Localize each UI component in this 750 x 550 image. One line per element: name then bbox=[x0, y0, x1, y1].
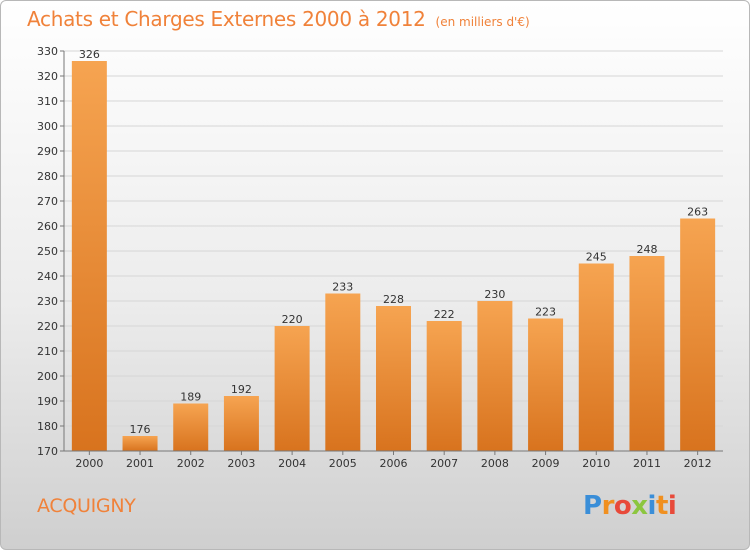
data-label: 326 bbox=[79, 48, 100, 61]
bar bbox=[122, 436, 158, 451]
logo-letter: o bbox=[613, 491, 632, 521]
logo-letter: i bbox=[667, 491, 677, 521]
x-tick-label: 2003 bbox=[227, 457, 255, 470]
bar bbox=[528, 318, 564, 451]
x-tick-label: 2012 bbox=[684, 457, 712, 470]
x-tick-label: 2006 bbox=[380, 457, 408, 470]
bar bbox=[680, 218, 716, 451]
bars bbox=[71, 61, 716, 451]
bar bbox=[173, 403, 209, 451]
chart-title-text: Achats et Charges Externes 2000 à 2012 bbox=[27, 7, 426, 31]
bar bbox=[71, 61, 107, 451]
y-tick-label: 230 bbox=[37, 295, 58, 308]
y-tick-label: 240 bbox=[37, 270, 58, 283]
x-tick-label: 2004 bbox=[278, 457, 306, 470]
data-label: 222 bbox=[434, 308, 455, 321]
data-label: 176 bbox=[130, 423, 151, 436]
data-label: 192 bbox=[231, 383, 252, 396]
y-tick-label: 310 bbox=[37, 95, 58, 108]
x-tick-label: 2011 bbox=[633, 457, 661, 470]
y-tick-label: 250 bbox=[37, 245, 58, 258]
data-label: 220 bbox=[282, 313, 303, 326]
x-tick-label: 2009 bbox=[532, 457, 560, 470]
data-labels: 326 176 189 192 220 233 228 222 230 223 245 248 263 bbox=[79, 48, 708, 436]
x-tick-label: 2002 bbox=[177, 457, 205, 470]
y-tick-label: 170 bbox=[37, 445, 58, 458]
data-label: 263 bbox=[687, 206, 708, 219]
chart-subtitle: (en milliers d'€) bbox=[435, 15, 530, 29]
data-label: 230 bbox=[484, 288, 505, 301]
y-tick-label: 280 bbox=[37, 170, 58, 183]
chart-title: Achats et Charges Externes 2000 à 2012 (e… bbox=[27, 7, 530, 31]
y-tick-label: 220 bbox=[37, 320, 58, 333]
data-label: 248 bbox=[636, 243, 657, 256]
proxiti-logo: Proxiti bbox=[583, 491, 677, 521]
y-tick-label: 290 bbox=[37, 145, 58, 158]
bar bbox=[477, 301, 513, 451]
logo-letter: t bbox=[655, 491, 668, 521]
logo-letter: i bbox=[647, 491, 657, 521]
bar bbox=[629, 256, 665, 451]
bar bbox=[578, 263, 614, 451]
y-tick-label: 210 bbox=[37, 345, 58, 358]
x-tick-label: 2010 bbox=[582, 457, 610, 470]
x-tick-label: 2000 bbox=[75, 457, 103, 470]
y-tick-label: 180 bbox=[37, 420, 58, 433]
bar bbox=[376, 306, 411, 451]
y-tick-label: 330 bbox=[37, 45, 58, 58]
data-label: 228 bbox=[383, 293, 404, 306]
y-tick-label: 270 bbox=[37, 195, 58, 208]
x-tick-label: 2005 bbox=[329, 457, 357, 470]
x-tick-label: 2007 bbox=[430, 457, 458, 470]
y-tick-label: 200 bbox=[37, 370, 58, 383]
x-tick-label: 2001 bbox=[126, 457, 154, 470]
y-axis-ticks: 170 180 190 200 210 220 230 240 250 260 270 280 290 3… bbox=[37, 45, 64, 458]
y-tick-label: 190 bbox=[37, 395, 58, 408]
logo-letter: P bbox=[583, 491, 602, 521]
x-tick-label: 2008 bbox=[481, 457, 509, 470]
bar bbox=[426, 321, 462, 451]
commune-name: ACQUIGNY bbox=[37, 495, 136, 517]
bar bbox=[325, 293, 361, 451]
bar bbox=[274, 326, 310, 451]
logo-letter: r bbox=[601, 491, 615, 521]
y-tick-label: 320 bbox=[37, 70, 58, 83]
data-label: 233 bbox=[332, 281, 353, 294]
logo-letter: x bbox=[631, 491, 648, 521]
x-axis-ticks: 2000 2001 2002 2003 2004 2005 2006 2007 2008 2009… bbox=[75, 451, 712, 470]
data-label: 245 bbox=[586, 251, 607, 264]
data-label: 223 bbox=[535, 306, 556, 319]
y-tick-label: 260 bbox=[37, 220, 58, 233]
bar bbox=[223, 396, 259, 451]
data-label: 189 bbox=[180, 391, 201, 404]
y-tick-label: 300 bbox=[37, 120, 58, 133]
